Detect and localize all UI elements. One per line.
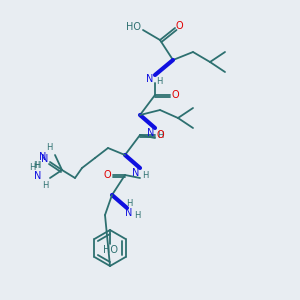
Text: N: N: [41, 154, 49, 164]
Text: N: N: [147, 128, 155, 138]
Text: H: H: [126, 199, 132, 208]
Text: H: H: [142, 170, 148, 179]
Text: H: H: [42, 181, 48, 190]
Text: O: O: [175, 21, 183, 31]
Text: HO: HO: [126, 22, 141, 32]
Text: O: O: [156, 130, 164, 140]
Text: HO: HO: [103, 245, 118, 255]
Text: N: N: [132, 168, 140, 178]
Text: O: O: [103, 170, 111, 180]
Text: H: H: [157, 130, 163, 140]
Text: H: H: [134, 212, 140, 220]
Text: N: N: [34, 171, 42, 181]
Text: O: O: [171, 90, 179, 100]
Text: N: N: [146, 74, 154, 84]
Text: H: H: [156, 76, 162, 85]
Text: H: H: [46, 142, 52, 152]
Text: H: H: [29, 164, 35, 172]
Text: H: H: [34, 160, 40, 169]
Text: N: N: [39, 152, 47, 162]
Text: H: H: [33, 160, 39, 169]
Text: N: N: [125, 208, 133, 218]
